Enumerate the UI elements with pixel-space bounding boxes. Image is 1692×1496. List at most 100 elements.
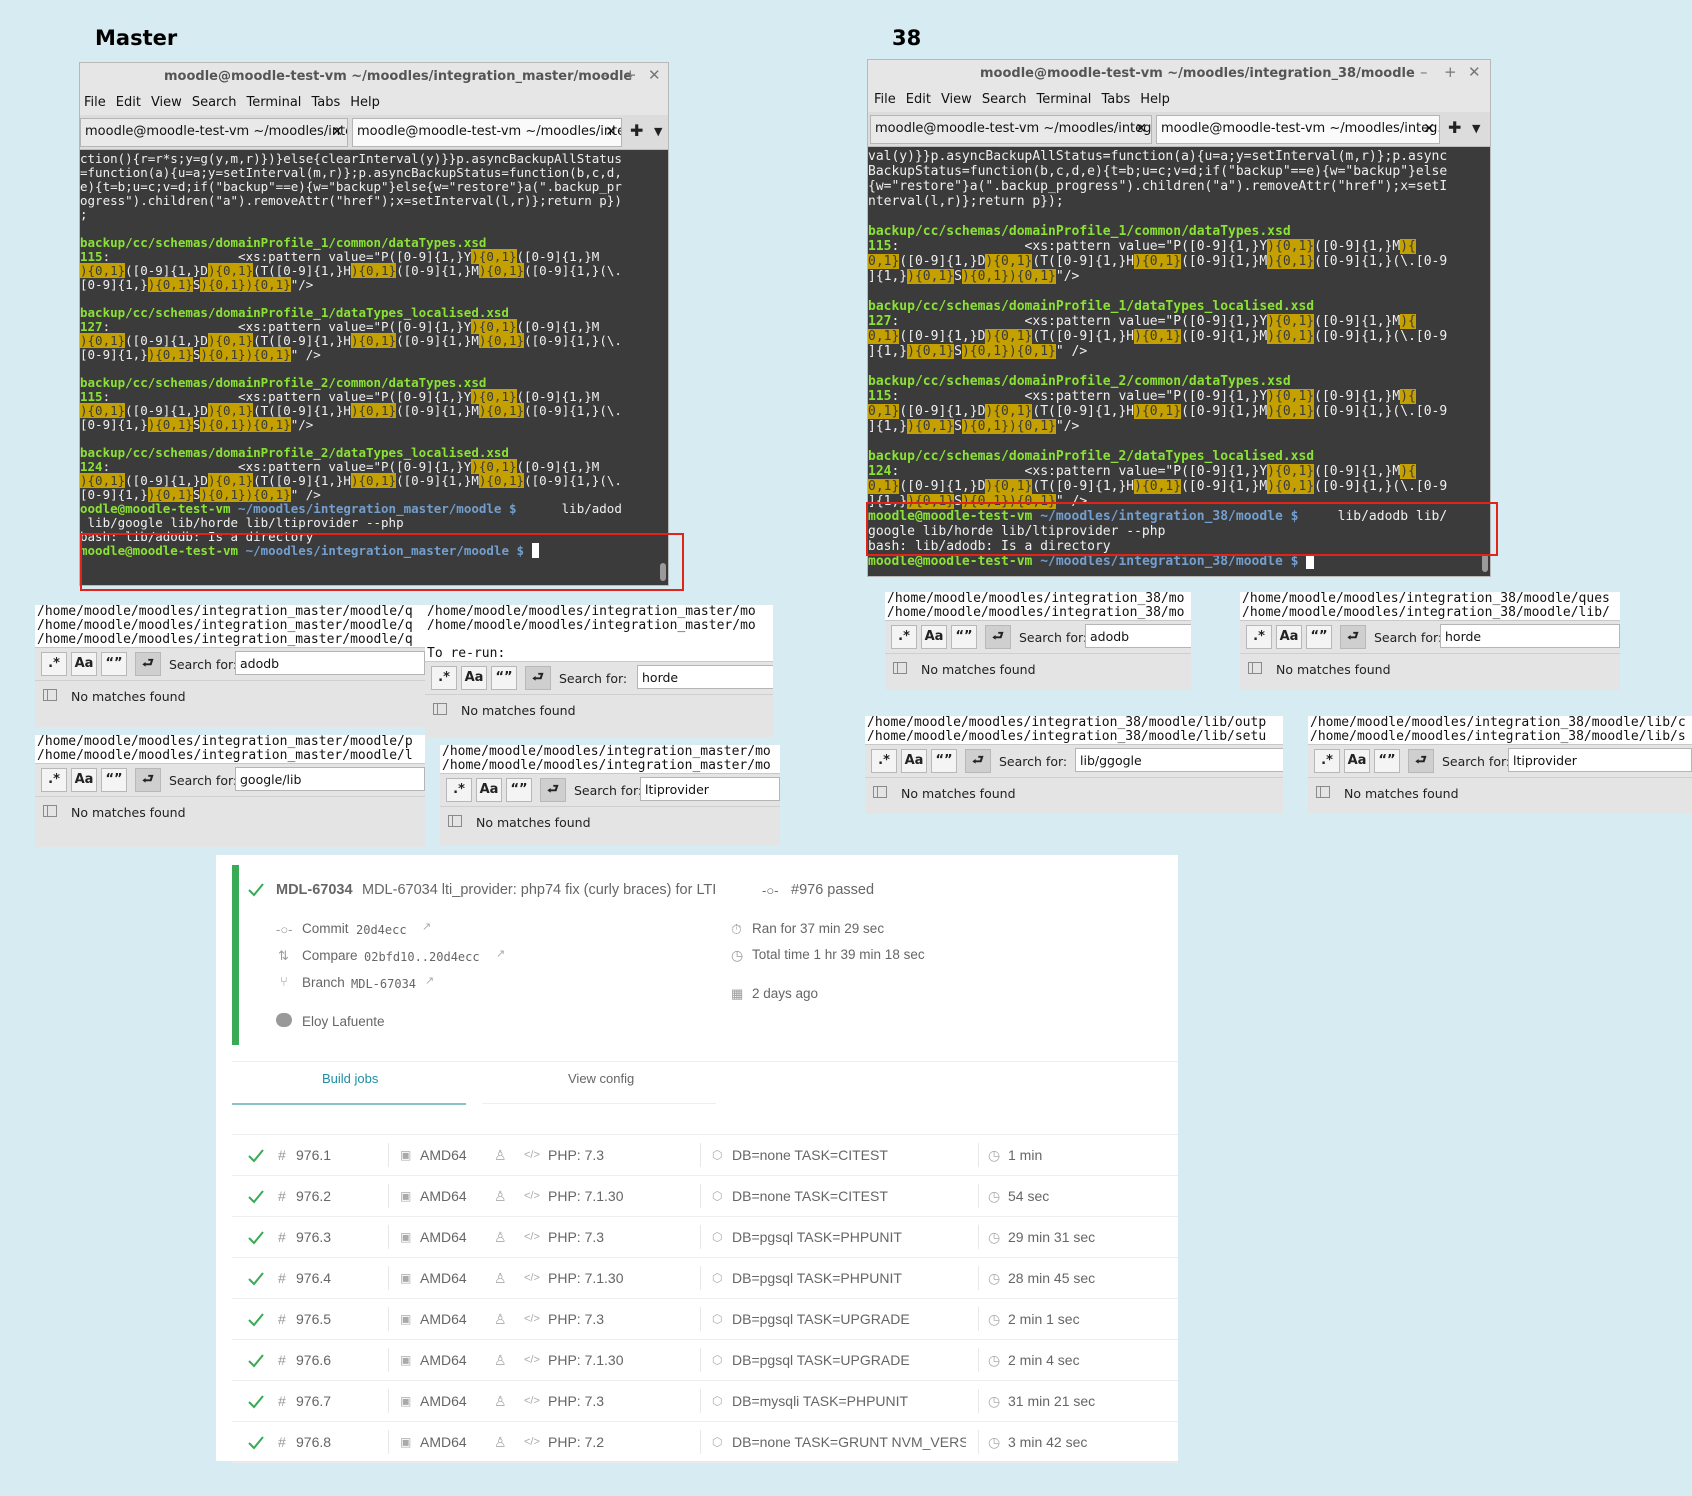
regex-toggle-button[interactable]: .* (41, 768, 67, 792)
minimize-icon[interactable]: – (1420, 63, 1428, 81)
sidebar-toggle-icon[interactable] (1248, 662, 1262, 674)
close-icon[interactable]: ✕ (648, 66, 661, 84)
match-case-button[interactable]: Aa (476, 778, 502, 802)
whole-word-button[interactable]: “” (506, 778, 532, 802)
job-row[interactable]: #976.2 ▣ AMD64 ♙ </> PHP: 7.1.30 ⬡ DB=none TASK… (232, 1175, 1178, 1217)
match-case-button[interactable]: Aa (921, 625, 947, 649)
job-row[interactable]: #976.3 ▣ AMD64 ♙ </> PHP: 7.3 ⬡ DB=pgsql TASK=P… (232, 1216, 1178, 1258)
regex-toggle-button[interactable]: .* (891, 625, 917, 649)
job-row[interactable]: #976.6 ▣ AMD64 ♙ </> PHP: 7.1.30 ⬡ DB=pgsql TAS… (232, 1339, 1178, 1381)
menu-edit[interactable]: Edit (115, 95, 141, 110)
whole-word-button[interactable]: “” (1306, 625, 1332, 649)
close-tab-icon[interactable]: ✕ (605, 124, 617, 140)
terminal-scrollbar[interactable] (1482, 554, 1488, 572)
regex-toggle-button[interactable]: .* (1246, 625, 1272, 649)
job-row[interactable]: #976.4 ▣ AMD64 ♙ </> PHP: 7.1.30 ⬡ DB=pgsql TAS… (232, 1257, 1178, 1299)
whole-word-button[interactable]: “” (491, 666, 517, 690)
build-status[interactable]: #976 passed (791, 882, 875, 898)
match-case-button[interactable]: Aa (901, 749, 927, 773)
wrap-around-button[interactable]: ⮐ (985, 625, 1011, 649)
job-id[interactable]: 976.7 (296, 1393, 332, 1409)
job-id[interactable]: 976.3 (296, 1229, 332, 1245)
commit-message[interactable]: MDL-67034 lti_provider: php74 fix (curly… (362, 882, 717, 898)
menu-tabs[interactable]: Tabs (1101, 92, 1131, 107)
search-input[interactable]: google/lib (235, 767, 425, 791)
tab-build-jobs[interactable]: Build jobs (322, 1071, 379, 1086)
commit-hash[interactable]: 20d4ecc (356, 923, 407, 937)
regex-toggle-button[interactable]: .* (41, 652, 67, 676)
wrap-around-button[interactable]: ⮐ (135, 768, 161, 792)
terminal-tab-1[interactable]: moodle@moodle-test-vm ~/moodles/inte... ✕ (80, 118, 348, 147)
match-case-button[interactable]: Aa (71, 768, 97, 792)
new-tab-icon[interactable]: ✚ (1448, 118, 1462, 137)
terminal-tab-2[interactable]: moodle@moodle-test-vm ~/moodles/integ...… (1156, 115, 1440, 144)
tabs-menu-icon[interactable]: ▼ (1472, 122, 1481, 135)
maximize-icon[interactable]: + (1444, 63, 1457, 81)
menu-search[interactable]: Search (191, 95, 237, 110)
menu-terminal[interactable]: Terminal (246, 95, 302, 110)
terminal-tab-2[interactable]: moodle@moodle-test-vm ~/moodles/inte... ✕ (352, 118, 622, 147)
job-row[interactable]: #976.5 ▣ AMD64 ♙ </> PHP: 7.3 ⬡ DB=pgsql TASK=U… (232, 1298, 1178, 1340)
terminal-scrollbar[interactable] (660, 563, 666, 581)
menu-view[interactable]: View (940, 92, 972, 107)
menu-tabs[interactable]: Tabs (311, 95, 341, 110)
regex-toggle-button[interactable]: .* (446, 778, 472, 802)
new-tab-icon[interactable]: ✚ (630, 121, 644, 140)
close-tab-icon[interactable]: ✕ (1135, 121, 1147, 137)
whole-word-button[interactable]: “” (1374, 749, 1400, 773)
external-link-icon[interactable]: ↗ (422, 921, 432, 933)
match-case-button[interactable]: Aa (71, 652, 97, 676)
whole-word-button[interactable]: “” (101, 768, 127, 792)
compare-range[interactable]: 02bfd10..20d4ecc (364, 950, 480, 964)
external-link-icon[interactable]: ↗ (496, 948, 506, 960)
search-input[interactable]: horde (1440, 624, 1620, 648)
external-link-icon[interactable]: ↗ (425, 975, 435, 987)
tab-view-config[interactable]: View config (568, 1071, 635, 1086)
sidebar-toggle-icon[interactable] (893, 662, 907, 674)
terminal-tab-1[interactable]: moodle@moodle-test-vm ~/moodles/integ...… (870, 115, 1152, 144)
match-case-button[interactable]: Aa (461, 666, 487, 690)
job-id[interactable]: 976.2 (296, 1188, 332, 1204)
wrap-around-button[interactable]: ⮐ (965, 749, 991, 773)
search-input[interactable]: ltiprovider (640, 777, 780, 801)
search-input[interactable]: adodb (235, 651, 425, 675)
sidebar-toggle-icon[interactable] (1316, 786, 1330, 798)
whole-word-button[interactable]: “” (931, 749, 957, 773)
menu-file[interactable]: File (84, 95, 106, 110)
wrap-around-button[interactable]: ⮐ (525, 666, 551, 690)
job-row[interactable]: #976.8 ▣ AMD64 ♙ </> PHP: 7.2 ⬡ DB=none TASK=GR… (232, 1421, 1178, 1463)
menu-file[interactable]: File (874, 92, 896, 107)
menu-search[interactable]: Search (981, 92, 1027, 107)
job-id[interactable]: 976.8 (296, 1434, 332, 1450)
search-input[interactable]: adodb (1085, 624, 1191, 648)
match-case-button[interactable]: Aa (1276, 625, 1302, 649)
job-row[interactable]: #976.1 ▣ AMD64 ♙ </> PHP: 7.3 ⬡ DB=none TASK=CI… (232, 1134, 1178, 1176)
match-case-button[interactable]: Aa (1344, 749, 1370, 773)
job-id[interactable]: 976.4 (296, 1270, 332, 1286)
sidebar-toggle-icon[interactable] (43, 689, 57, 701)
regex-toggle-button[interactable]: .* (871, 749, 897, 773)
regex-toggle-button[interactable]: .* (431, 666, 457, 690)
sidebar-toggle-icon[interactable] (873, 786, 887, 798)
branch-link[interactable]: MDL-67034 (276, 882, 353, 898)
search-input[interactable]: ltiprovider (1508, 748, 1692, 772)
tabs-menu-icon[interactable]: ▼ (654, 125, 663, 138)
close-tab-icon[interactable]: ✕ (331, 124, 343, 140)
wrap-around-button[interactable]: ⮐ (135, 652, 161, 676)
job-id[interactable]: 976.6 (296, 1352, 332, 1368)
menu-terminal[interactable]: Terminal (1036, 92, 1092, 107)
job-id[interactable]: 976.5 (296, 1311, 332, 1327)
branch-name[interactable]: MDL-67034 (351, 977, 417, 991)
menu-help[interactable]: Help (1140, 92, 1170, 107)
sidebar-toggle-icon[interactable] (448, 815, 462, 827)
sidebar-toggle-icon[interactable] (433, 703, 447, 715)
sidebar-toggle-icon[interactable] (43, 805, 57, 817)
job-row[interactable]: #976.7 ▣ AMD64 ♙ </> PHP: 7.3 ⬡ DB=mysqli TASK=… (232, 1380, 1178, 1422)
menu-edit[interactable]: Edit (905, 92, 931, 107)
whole-word-button[interactable]: “” (951, 625, 977, 649)
wrap-around-button[interactable]: ⮐ (1408, 749, 1434, 773)
search-input[interactable]: horde (637, 665, 773, 689)
search-input[interactable]: lib/ggogle (1075, 748, 1283, 772)
job-id[interactable]: 976.1 (296, 1147, 332, 1163)
whole-word-button[interactable]: “” (101, 652, 127, 676)
